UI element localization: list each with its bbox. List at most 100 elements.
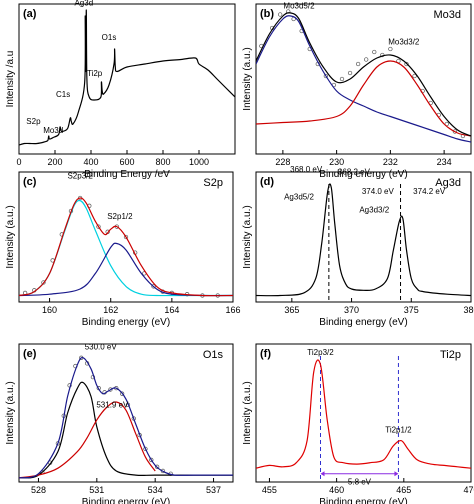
- panel-d: 365 370 375 380 Binding energy (eV) Intensity…: [242, 165, 474, 328]
- series-line: [256, 359, 471, 469]
- y-axis-label: Intensity (a.u.): [242, 381, 253, 444]
- peak-annotation: Mo3d5/2: [283, 2, 315, 11]
- x-tick-label: 534: [148, 485, 163, 495]
- data-point: [404, 61, 409, 67]
- peak-annotation: Mo3d3/2: [388, 38, 420, 47]
- plot-frame: [255, 3, 472, 155]
- plot-frame: [18, 343, 234, 483]
- plot-frame: [255, 171, 472, 303]
- data-point: [154, 464, 160, 469]
- x-tick-label: 162: [103, 305, 118, 315]
- bracket-arrow-right: [394, 471, 399, 477]
- panel-e: 528 531 534 537 Binding energy (eV) Intensity…: [5, 343, 234, 504]
- series-line: [19, 242, 233, 297]
- peak-annotation: 531.9 eV: [96, 400, 129, 409]
- data-point: [372, 49, 377, 55]
- peak-annotation: 368.2 eV: [338, 168, 371, 177]
- panel-f: 455 460 465 470 Binding energy (eV) Intensity…: [242, 343, 474, 504]
- x-tick-label: 400: [83, 157, 98, 167]
- panel-label: (f): [260, 348, 271, 360]
- panel-a: 0 200 400 600 800 1000 Binding Energy /eV Inten…: [5, 0, 236, 180]
- data-point: [123, 234, 129, 240]
- panel-title: Mo3d: [433, 9, 461, 21]
- x-axis-label: Binding energy (eV): [82, 317, 170, 328]
- data-point: [143, 446, 148, 452]
- y-axis-label: Intensity (a.u.): [5, 205, 16, 268]
- data-point: [96, 224, 101, 229]
- peak-annotation: Ti2p3/2: [307, 348, 334, 357]
- panel-label: (a): [23, 8, 37, 20]
- x-tick-label: 200: [47, 157, 62, 167]
- plot-frame: [18, 171, 234, 303]
- x-tick-label: 365: [284, 305, 299, 315]
- peak-annotation: Ag3d5/2: [284, 192, 314, 201]
- peak-annotation: C1s: [56, 90, 70, 99]
- peak-annotation: S2p1/2: [107, 212, 133, 221]
- series-line: [19, 197, 233, 297]
- data-point: [347, 70, 353, 76]
- data-point: [355, 61, 361, 67]
- y-axis-label: Intensity /a.u: [5, 51, 16, 108]
- peak-annotation: 368.0 eV: [290, 165, 323, 174]
- x-tick-label: 455: [262, 485, 277, 495]
- series-line: [19, 401, 156, 479]
- peak-annotation: 530.0 eV: [85, 343, 118, 352]
- peak-annotation: O1s: [102, 33, 117, 42]
- data-point: [55, 441, 61, 446]
- data-point: [108, 387, 113, 392]
- panel-label: (e): [23, 348, 37, 360]
- splitting-label: 5.8 eV: [348, 478, 372, 487]
- peak-annotation: 374.0 eV: [362, 187, 395, 196]
- x-axis-label: Binding energy (eV): [319, 317, 407, 328]
- x-axis-label: Binding energy (eV): [319, 169, 407, 180]
- panel-label: (b): [260, 8, 274, 20]
- series-line: [256, 183, 471, 297]
- peak-annotation: 374.2 eV: [413, 187, 446, 196]
- x-tick-label: 228: [275, 157, 290, 167]
- x-tick-label: 375: [404, 305, 419, 315]
- data-point: [149, 457, 154, 463]
- data-point: [278, 12, 283, 17]
- x-tick-label: 160: [42, 305, 57, 315]
- x-tick-label: 528: [31, 485, 46, 495]
- peak-annotation: Mo3d: [43, 126, 63, 135]
- data-point: [151, 284, 156, 289]
- panel-title: S2p: [203, 177, 223, 189]
- x-axis-label: Binding energy (eV): [82, 497, 170, 504]
- x-tick-label: 232: [383, 157, 398, 167]
- series-line: [256, 15, 471, 143]
- series-line: [256, 60, 471, 137]
- x-tick-label: 1000: [189, 157, 209, 167]
- y-axis-label: Intensity (a.u.): [242, 205, 253, 268]
- x-tick-label: 470: [463, 485, 474, 495]
- data-point: [412, 73, 417, 79]
- x-tick-label: 800: [155, 157, 170, 167]
- data-point: [323, 73, 329, 79]
- panel-title: O1s: [203, 349, 224, 361]
- panel-title: Ag3d: [435, 177, 461, 189]
- x-tick-label: 460: [329, 485, 344, 495]
- x-tick-label: 0: [16, 157, 21, 167]
- panel-c: 160 162 164 166 Binding energy (eV) Intensity…: [5, 171, 241, 328]
- x-tick-label: 380: [463, 305, 474, 315]
- panel-label: (d): [260, 176, 274, 188]
- data-point: [388, 46, 393, 52]
- data-point: [364, 57, 369, 62]
- x-axis-label: Binding Energy /eV: [84, 169, 170, 180]
- plot-frame: [255, 343, 472, 483]
- x-axis-label: Binding energy (eV): [319, 497, 407, 504]
- x-tick-label: 465: [396, 485, 411, 495]
- data-point: [119, 391, 125, 396]
- peak-annotation: Ag3d3/2: [359, 205, 389, 214]
- series-line: [19, 357, 233, 479]
- peak-annotation: Ti2p: [87, 69, 103, 78]
- x-tick-label: 166: [225, 305, 240, 315]
- panel-title: Ti2p: [440, 349, 461, 361]
- peak-annotation: Ti2p1/2: [385, 425, 412, 434]
- y-axis-label: Intensity (a.u.): [5, 381, 16, 444]
- data-point: [452, 129, 458, 134]
- panel-label: (c): [23, 176, 37, 188]
- x-tick-label: 370: [344, 305, 359, 315]
- x-tick-label: 531: [89, 485, 104, 495]
